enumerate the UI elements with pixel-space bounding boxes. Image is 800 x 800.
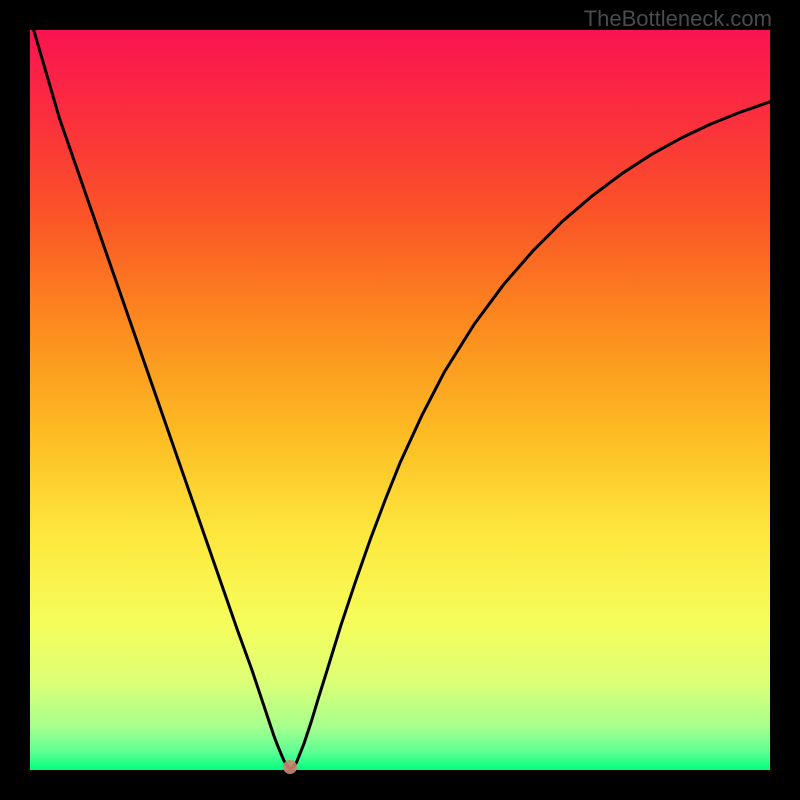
plot-area (30, 30, 770, 770)
bottleneck-curve (30, 30, 770, 770)
chart-container: TheBottleneck.com (0, 0, 800, 800)
watermark-text: TheBottleneck.com (584, 6, 772, 32)
optimum-marker (283, 760, 297, 774)
curve-right-branch (290, 102, 770, 769)
curve-left-branch (34, 30, 291, 769)
